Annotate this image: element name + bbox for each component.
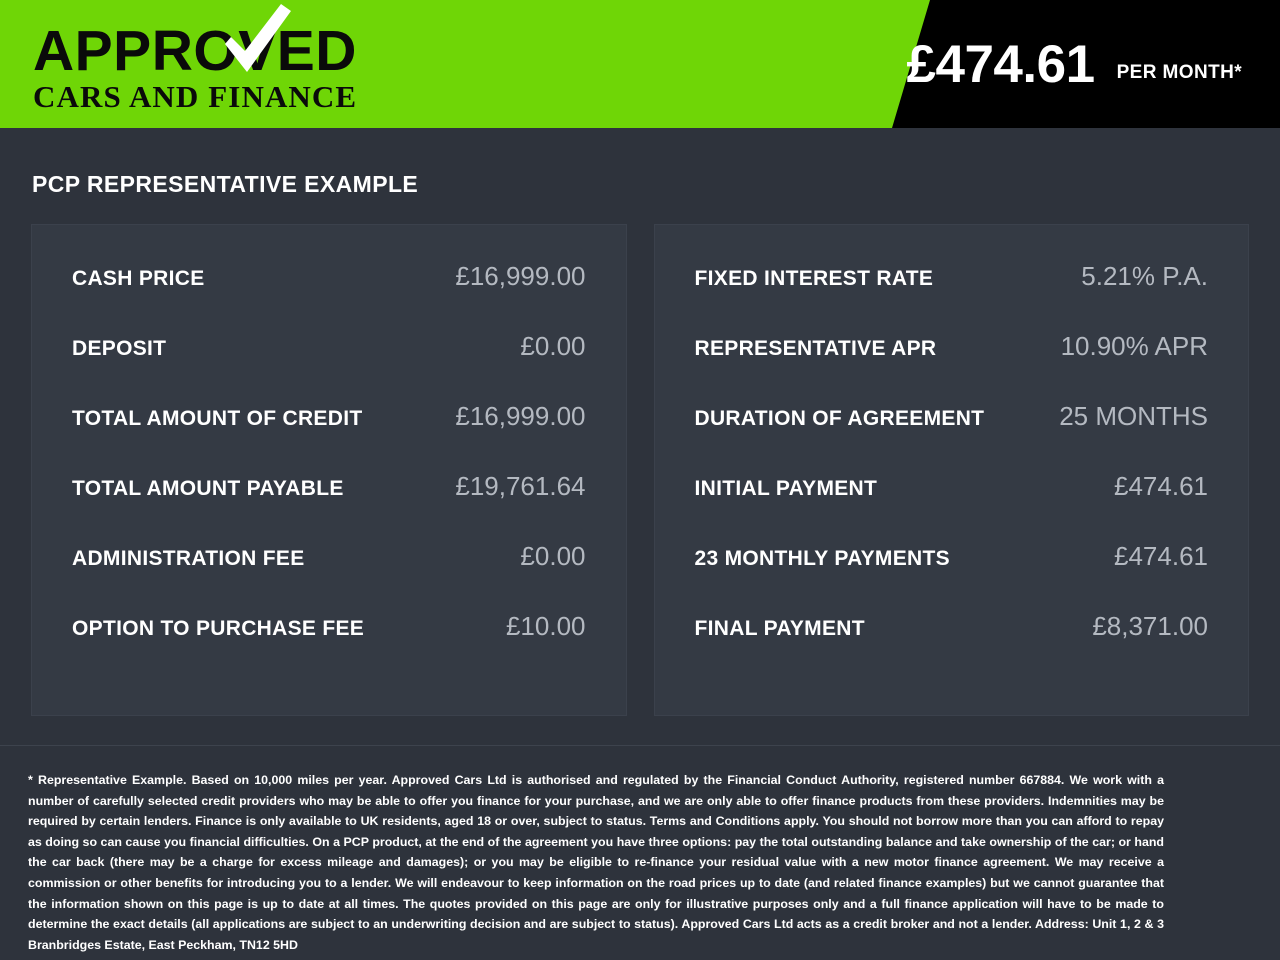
brand-logo[interactable]: APPROVED CARS AND FINANCE — [33, 4, 373, 114]
table-row: ADMINISTRATION FEE £0.00 — [72, 541, 586, 611]
table-row: DEPOSIT £0.00 — [72, 331, 586, 401]
row-label: CASH PRICE — [72, 267, 205, 290]
row-value: £8,371.00 — [1092, 611, 1208, 641]
row-value: 25 MONTHS — [1059, 401, 1208, 431]
row-value: £19,761.64 — [455, 471, 586, 501]
monthly-price-period: PER MONTH* — [1116, 61, 1242, 83]
row-value: £10.00 — [505, 611, 586, 641]
row-value: 5.21% P.A. — [1081, 261, 1208, 291]
row-label: TOTAL AMOUNT OF CREDIT — [72, 407, 363, 430]
table-row: FIXED INTEREST RATE 5.21% P.A. — [695, 261, 1209, 331]
row-label: INITIAL PAYMENT — [694, 477, 878, 500]
table-row: REPRESENTATIVE APR 10.90% APR — [695, 331, 1209, 401]
logo-approved-text: APPROVED — [33, 19, 357, 83]
table-row: CASH PRICE £16,999.00 — [72, 261, 586, 331]
main-content: PCP REPRESENTATIVE EXAMPLE CASH PRICE £1… — [0, 171, 1280, 716]
table-row: FINAL PAYMENT £8,371.00 — [695, 611, 1209, 681]
table-row: DURATION OF AGREEMENT 25 MONTHS — [695, 401, 1209, 471]
row-label: ADMINISTRATION FEE — [72, 547, 305, 570]
right-panel: FIXED INTEREST RATE 5.21% P.A. REPRESENT… — [653, 224, 1249, 716]
row-label: FIXED INTEREST RATE — [694, 267, 934, 290]
footer-divider — [0, 745, 1280, 746]
row-label: FINAL PAYMENT — [694, 617, 865, 640]
row-value: £16,999.00 — [455, 401, 586, 431]
table-row: TOTAL AMOUNT OF CREDIT £16,999.00 — [72, 401, 586, 471]
monthly-price-amount: £474.61 — [906, 34, 1096, 94]
row-value: £474.61 — [1114, 471, 1208, 501]
row-label: DEPOSIT — [72, 337, 167, 360]
logo-wordmark-tagline: CARS AND FINANCE — [33, 79, 358, 114]
row-label: TOTAL AMOUNT PAYABLE — [72, 477, 344, 500]
table-row: INITIAL PAYMENT £474.61 — [695, 471, 1209, 541]
table-row: 23 MONTHLY PAYMENTS £474.61 — [695, 541, 1209, 611]
row-value: £16,999.00 — [455, 261, 586, 291]
row-label: OPTION TO PURCHASE FEE — [72, 617, 365, 640]
footer-disclaimer: * Representative Example. Based on 10,00… — [0, 746, 1280, 960]
left-panel: CASH PRICE £16,999.00 DEPOSIT £0.00 TOTA… — [31, 224, 627, 716]
row-label: REPRESENTATIVE APR — [694, 337, 937, 360]
row-value: £0.00 — [520, 541, 586, 571]
table-row: OPTION TO PURCHASE FEE £10.00 — [72, 611, 586, 681]
finance-details-panels: CASH PRICE £16,999.00 DEPOSIT £0.00 TOTA… — [31, 224, 1249, 716]
table-row: TOTAL AMOUNT PAYABLE £19,761.64 — [72, 471, 586, 541]
row-value: £0.00 — [520, 331, 586, 361]
header-green-panel — [0, 0, 930, 128]
monthly-price-block: £474.61 PER MONTH* — [907, 0, 1243, 128]
row-label: 23 MONTHLY PAYMENTS — [694, 547, 950, 570]
row-value: 10.90% APR — [1060, 331, 1208, 361]
row-value: £474.61 — [1114, 541, 1208, 571]
page-title: PCP REPRESENTATIVE EXAMPLE — [32, 171, 419, 197]
disclaimer-text: * Representative Example. Based on 10,00… — [28, 773, 1164, 952]
row-label: DURATION OF AGREEMENT — [694, 407, 985, 430]
page-header: APPROVED CARS AND FINANCE £474.61 PER MO… — [0, 0, 1280, 128]
logo-wordmark-approved: APPROVED — [33, 4, 373, 83]
